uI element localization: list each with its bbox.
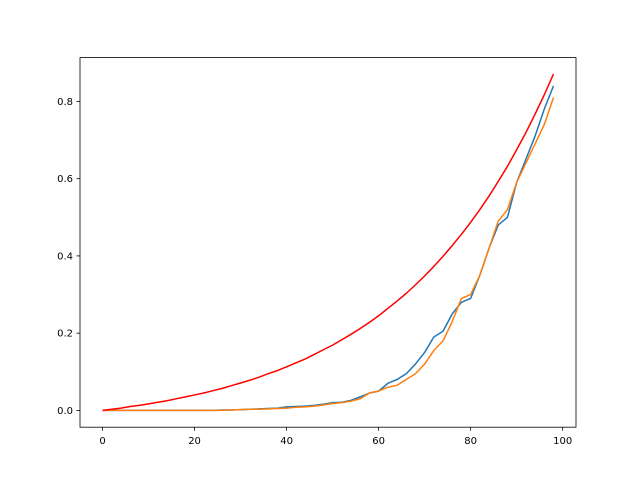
line-series	[102, 97, 555, 412]
y-tick-label: 0.8	[57, 97, 73, 108]
plot-frame	[79, 57, 577, 428]
line-series	[102, 85, 555, 412]
line-series	[102, 73, 555, 412]
x-tick-label: 80	[464, 436, 477, 447]
x-tick-label: 100	[553, 436, 572, 447]
y-tick-label: 0.4	[57, 251, 73, 262]
y-tick-label: 0.6	[57, 174, 73, 185]
x-tick-label: 0	[99, 436, 105, 447]
x-tick-label: 40	[280, 436, 293, 447]
x-tick-label: 60	[372, 436, 385, 447]
x-tick-label: 20	[188, 436, 201, 447]
y-tick-label: 0.0	[57, 406, 73, 417]
y-tick-label: 0.2	[57, 329, 73, 340]
